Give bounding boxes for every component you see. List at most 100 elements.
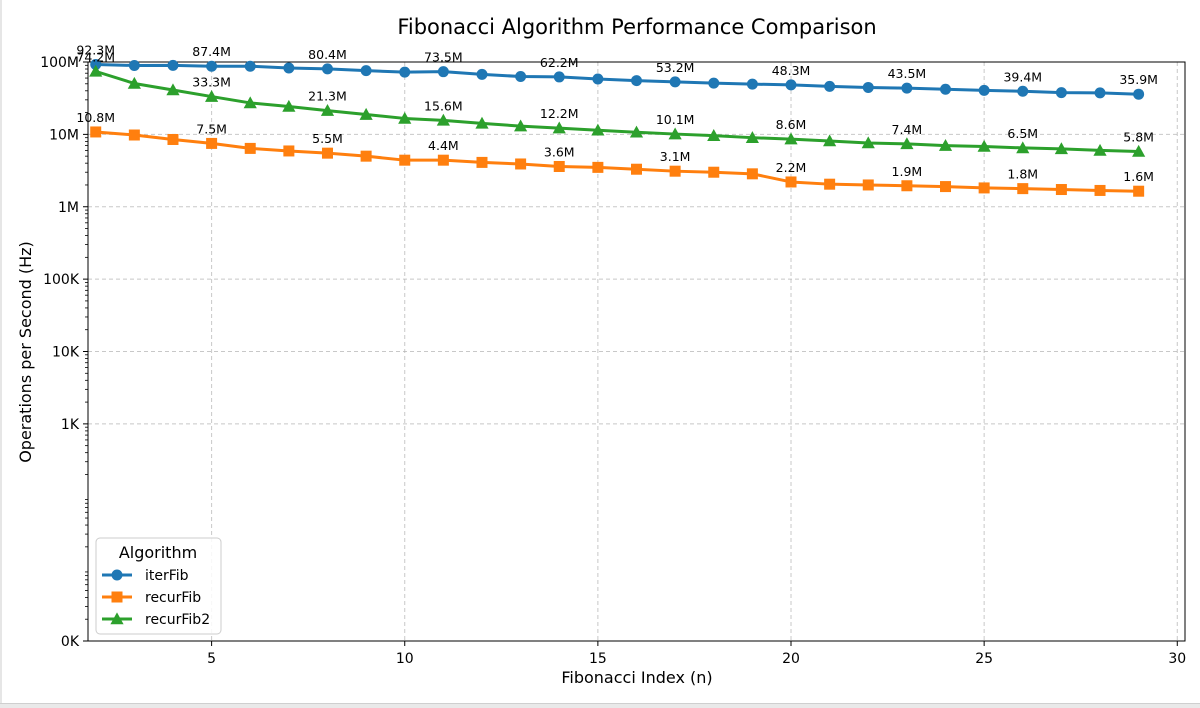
data-label: 3.6M <box>544 144 575 159</box>
y-tick-label: 1M <box>58 200 79 216</box>
data-point <box>1132 144 1146 157</box>
data-point <box>862 179 874 191</box>
x-tick-label: 25 <box>975 651 993 667</box>
y-tick-label: 100M <box>40 55 79 71</box>
data-point <box>515 158 527 170</box>
window-bottom-strip <box>0 703 1200 708</box>
y-tick-label: 1K <box>61 417 80 433</box>
data-point <box>823 134 837 147</box>
chart-title: Fibonacci Algorithm Performance Comparis… <box>397 15 876 39</box>
data-point <box>1133 185 1145 197</box>
data-point <box>746 78 758 90</box>
data-point <box>592 73 604 85</box>
data-point <box>399 66 411 78</box>
data-point <box>978 84 990 96</box>
data-point <box>127 76 141 89</box>
data-point <box>90 126 102 138</box>
data-point <box>476 156 488 168</box>
data-point <box>824 80 836 92</box>
data-label: 48.3M <box>772 63 811 78</box>
data-point <box>824 178 836 190</box>
data-point <box>592 161 604 173</box>
legend-label: iterFib <box>145 568 189 584</box>
data-point <box>940 181 952 193</box>
data-label: 73.5M <box>424 50 463 65</box>
axis-ticks: 5 10 15 20 25 30 0K 1K 10K 100K 1M 10M 100M <box>40 55 1186 667</box>
legend-entry-iterFib: iterFib <box>102 568 189 584</box>
data-point <box>631 75 642 87</box>
data-point <box>436 113 450 126</box>
y-tick-label: 10M <box>49 127 79 143</box>
data-label: 10.8M <box>76 110 115 125</box>
data-point <box>244 60 256 72</box>
data-point <box>901 180 913 192</box>
data-label: 3.1M <box>660 149 691 164</box>
data-point <box>398 111 412 124</box>
data-point <box>206 137 218 149</box>
data-label: 12.2M <box>540 106 579 121</box>
data-point <box>321 63 333 75</box>
data-point <box>1093 143 1107 156</box>
data-point <box>90 59 102 71</box>
data-point <box>591 123 605 136</box>
legend: Algorithm iterFib recurFib recurFib2 <box>95 537 222 635</box>
data-label: 4.4M <box>428 138 459 153</box>
data-label: 6.5M <box>1007 126 1038 141</box>
data-label: 87.4M <box>192 44 231 59</box>
data-label: 15.6M <box>424 98 463 113</box>
data-label: 74.2M <box>76 49 115 64</box>
data-label: 33.3M <box>192 75 231 90</box>
data-label: 2.2M <box>776 160 807 175</box>
y-axis-label: Operations per Second (Hz) <box>16 241 35 463</box>
data-labels: 92.3M 87.4M 80.4M 73.5M 62.2M 53.2M 48.3M 43.5M… <box>76 43 1158 185</box>
data-point <box>205 89 219 102</box>
data-point <box>552 121 566 134</box>
data-point <box>1133 88 1145 100</box>
data-point <box>437 66 449 78</box>
data-label: 39.4M <box>1003 69 1042 84</box>
data-point <box>399 154 411 166</box>
data-label: 53.2M <box>656 60 695 75</box>
data-label: 5.5M <box>312 131 343 146</box>
data-point <box>901 82 913 94</box>
legend-entry-recurFib2: recurFib2 <box>102 612 210 628</box>
x-axis-label: Fibonacci Index (n) <box>561 668 712 687</box>
data-label: 92.3M <box>76 43 115 58</box>
data-point <box>167 59 179 71</box>
data-point <box>708 77 720 89</box>
legend-label: recurFib <box>145 590 201 606</box>
data-label: 80.4M <box>308 47 347 62</box>
data-point <box>784 132 798 145</box>
data-point <box>1017 85 1029 97</box>
data-point <box>283 145 295 157</box>
data-point <box>206 60 218 72</box>
data-point <box>282 99 296 112</box>
x-tick-label: 10 <box>396 651 414 667</box>
data-point <box>746 168 758 180</box>
data-point <box>244 142 256 154</box>
series-recurFib <box>90 126 1145 197</box>
data-point <box>437 154 449 166</box>
data-point <box>745 131 759 143</box>
legend-swatch-marker <box>111 591 123 603</box>
window-left-edge <box>0 0 2 703</box>
y-tick-label: 0K <box>61 634 80 650</box>
data-point <box>283 62 295 74</box>
legend-swatch-marker <box>110 612 124 625</box>
data-point <box>1055 87 1067 99</box>
data-point <box>1054 142 1068 155</box>
legend-box <box>95 537 222 635</box>
data-point <box>89 64 103 77</box>
y-tick-label: 10K <box>52 345 80 361</box>
data-point <box>1094 87 1106 99</box>
data-point <box>785 176 797 188</box>
series-recurFib2 <box>89 64 1146 157</box>
data-point <box>553 160 565 172</box>
data-point <box>128 59 140 71</box>
data-point <box>629 125 644 138</box>
data-point <box>243 96 257 109</box>
data-label: 62.2M <box>540 55 579 70</box>
data-point <box>862 81 874 93</box>
data-label: 21.3M <box>308 89 347 104</box>
